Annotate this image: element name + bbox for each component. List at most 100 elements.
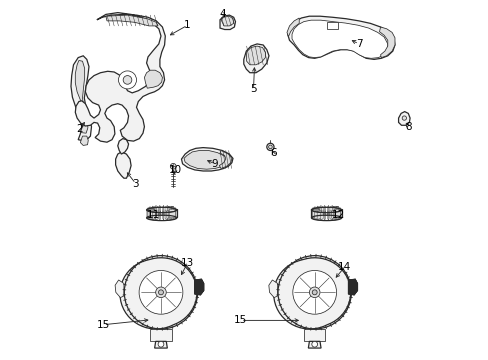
Polygon shape <box>144 70 162 88</box>
Polygon shape <box>286 18 299 37</box>
Polygon shape <box>327 211 328 220</box>
Polygon shape <box>326 22 337 29</box>
Text: 14: 14 <box>337 262 350 272</box>
Polygon shape <box>333 208 340 216</box>
Polygon shape <box>312 210 318 218</box>
Polygon shape <box>329 206 332 215</box>
Circle shape <box>158 290 163 295</box>
Circle shape <box>158 341 163 347</box>
Polygon shape <box>71 56 91 141</box>
Polygon shape <box>291 20 387 58</box>
Polygon shape <box>159 205 160 215</box>
Polygon shape <box>327 205 328 215</box>
Polygon shape <box>166 206 171 215</box>
Polygon shape <box>183 150 228 169</box>
Polygon shape <box>332 210 338 219</box>
Text: 3: 3 <box>132 179 139 189</box>
Polygon shape <box>221 16 233 26</box>
Ellipse shape <box>147 215 176 220</box>
Text: 13: 13 <box>181 258 194 268</box>
Polygon shape <box>314 207 319 216</box>
Polygon shape <box>147 208 154 216</box>
Polygon shape <box>164 211 167 220</box>
Polygon shape <box>317 206 321 215</box>
Text: 2: 2 <box>76 124 83 134</box>
Polygon shape <box>150 329 171 341</box>
Polygon shape <box>181 148 232 171</box>
Polygon shape <box>75 60 88 133</box>
Circle shape <box>309 287 319 298</box>
Polygon shape <box>118 139 128 154</box>
Polygon shape <box>155 206 158 215</box>
Polygon shape <box>311 209 318 217</box>
Polygon shape <box>169 208 175 216</box>
Circle shape <box>311 341 317 347</box>
Polygon shape <box>379 27 394 58</box>
Polygon shape <box>194 279 203 295</box>
Polygon shape <box>333 210 340 218</box>
Polygon shape <box>168 210 173 219</box>
Polygon shape <box>324 211 325 220</box>
Polygon shape <box>268 280 277 298</box>
Polygon shape <box>149 207 155 216</box>
Polygon shape <box>220 15 235 30</box>
Polygon shape <box>159 211 160 220</box>
Polygon shape <box>115 152 131 178</box>
Circle shape <box>118 71 136 89</box>
Polygon shape <box>169 210 175 218</box>
Polygon shape <box>75 13 165 142</box>
Ellipse shape <box>311 215 340 220</box>
Polygon shape <box>329 211 332 220</box>
Polygon shape <box>308 341 321 348</box>
Text: 15: 15 <box>97 320 110 330</box>
Polygon shape <box>320 206 323 215</box>
Polygon shape <box>317 210 321 220</box>
Polygon shape <box>120 258 197 329</box>
Polygon shape <box>115 280 123 298</box>
Circle shape <box>268 145 272 149</box>
Polygon shape <box>154 341 167 348</box>
Text: 5: 5 <box>250 84 256 94</box>
Polygon shape <box>304 329 325 341</box>
Polygon shape <box>312 208 318 216</box>
Polygon shape <box>332 207 338 216</box>
Text: 15: 15 <box>234 315 247 325</box>
Polygon shape <box>219 150 231 168</box>
Circle shape <box>312 290 317 295</box>
Polygon shape <box>347 279 357 295</box>
Text: 9: 9 <box>211 159 218 169</box>
Polygon shape <box>147 209 153 217</box>
Text: 4: 4 <box>219 9 226 19</box>
Polygon shape <box>155 211 158 220</box>
Circle shape <box>266 143 273 150</box>
Circle shape <box>401 116 406 120</box>
Circle shape <box>292 270 336 314</box>
Polygon shape <box>152 210 156 220</box>
Polygon shape <box>149 210 155 219</box>
Polygon shape <box>106 15 158 26</box>
Polygon shape <box>331 210 335 220</box>
Polygon shape <box>314 210 319 219</box>
Text: 12: 12 <box>331 210 345 220</box>
Polygon shape <box>287 16 394 59</box>
Circle shape <box>123 76 132 84</box>
Polygon shape <box>398 112 409 125</box>
Polygon shape <box>334 209 340 217</box>
Text: 7: 7 <box>355 39 362 49</box>
Circle shape <box>170 163 176 169</box>
Polygon shape <box>168 207 173 216</box>
Polygon shape <box>273 258 350 329</box>
Polygon shape <box>320 211 323 220</box>
Polygon shape <box>166 210 171 220</box>
Text: 1: 1 <box>184 20 190 30</box>
Text: 8: 8 <box>404 122 411 132</box>
Text: 10: 10 <box>168 165 182 175</box>
Polygon shape <box>324 205 325 215</box>
Polygon shape <box>80 136 88 145</box>
Polygon shape <box>164 206 167 215</box>
Text: 11: 11 <box>147 210 160 220</box>
Polygon shape <box>331 206 335 215</box>
Circle shape <box>139 270 183 314</box>
Polygon shape <box>147 210 154 218</box>
Polygon shape <box>246 46 265 65</box>
